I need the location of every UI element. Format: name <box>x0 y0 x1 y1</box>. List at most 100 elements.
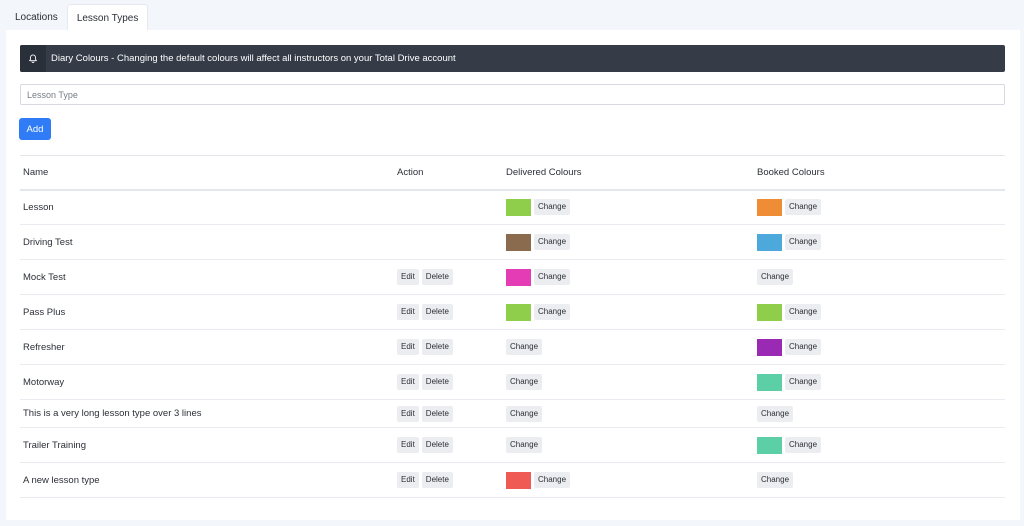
delivered-colour-cell-inner: Change <box>506 405 754 422</box>
action-cell <box>394 224 503 260</box>
delete-button[interactable]: Delete <box>421 269 453 285</box>
booked-colour-change-button[interactable]: Change <box>785 199 822 216</box>
action-cell: Edit Delete <box>394 399 503 428</box>
edit-button[interactable]: Edit <box>397 405 419 422</box>
lesson-type-name: Pass Plus <box>20 294 394 330</box>
booked-colour-cell: Change <box>754 462 1005 498</box>
delivered-colour-change-button[interactable]: Change <box>506 405 543 422</box>
action-buttons: Edit Delete <box>397 405 503 422</box>
table-row: Refresher Edit Delete Change Change <box>20 329 1005 365</box>
booked-colour-swatch[interactable] <box>757 198 782 216</box>
add-button[interactable]: Add <box>19 118 51 140</box>
booked-colour-cell: Change <box>754 259 1005 295</box>
booked-colour-change-button[interactable]: Change <box>757 269 794 285</box>
booked-colour-swatch[interactable] <box>757 436 782 454</box>
delete-button[interactable]: Delete <box>421 405 453 422</box>
edit-button[interactable]: Edit <box>397 472 419 488</box>
booked-colour-swatch[interactable] <box>757 303 782 321</box>
delivered-colour-change-button[interactable]: Change <box>534 472 571 488</box>
booked-colour-change-button[interactable]: Change <box>785 437 822 453</box>
delivered-colour-swatch[interactable] <box>506 303 531 321</box>
delivered-colour-swatch[interactable] <box>506 268 531 286</box>
action-buttons: Edit Delete <box>397 339 503 355</box>
delivered-colour-change-button[interactable]: Change <box>534 269 571 285</box>
table-header-row: Name Action Delivered Colours Booked Col… <box>20 155 1005 191</box>
booked-colour-cell: Change <box>754 294 1005 330</box>
lesson-types-table: Name Action Delivered Colours Booked Col… <box>20 155 1005 498</box>
booked-colour-change-button[interactable]: Change <box>785 234 822 250</box>
action-cell: Edit Delete <box>394 259 503 295</box>
lesson-type-name: Mock Test <box>20 259 394 295</box>
delete-button[interactable]: Delete <box>421 374 453 390</box>
tab-locations[interactable]: Locations <box>15 12 58 23</box>
delivered-colour-cell-inner: Change <box>506 437 754 453</box>
booked-colour-swatch[interactable] <box>757 233 782 251</box>
delivered-colour-change-button[interactable]: Change <box>534 234 571 250</box>
delivered-colour-swatch[interactable] <box>506 233 531 251</box>
booked-colour-cell: Change <box>754 224 1005 260</box>
booked-colour-cell-inner: Change <box>757 269 1005 285</box>
delivered-colour-change-button[interactable]: Change <box>506 437 543 453</box>
tab-lesson-types[interactable]: Lesson Types <box>66 4 149 30</box>
booked-colour-cell-inner: Change <box>757 472 1005 488</box>
table-row: This is a very long lesson type over 3 l… <box>20 399 1005 428</box>
bell-icon <box>29 54 37 63</box>
delivered-colour-change-button[interactable]: Change <box>506 374 543 390</box>
delivered-colour-swatch[interactable] <box>506 471 531 489</box>
action-cell: Edit Delete <box>394 294 503 330</box>
delete-button[interactable]: Delete <box>421 339 453 355</box>
table-row: Lesson Change Change <box>20 189 1005 225</box>
action-buttons: Edit Delete <box>397 304 503 320</box>
lesson-type-name: Motorway <box>20 364 394 400</box>
booked-colour-change-button[interactable]: Change <box>785 339 822 355</box>
delete-button[interactable]: Delete <box>421 304 453 320</box>
delivered-colour-change-button[interactable]: Change <box>534 199 571 216</box>
booked-colour-change-button[interactable]: Change <box>757 405 794 422</box>
action-cell <box>394 189 503 225</box>
booked-colour-cell-inner: Change <box>757 233 1005 251</box>
header-delivered-colours: Delivered Colours <box>503 155 754 191</box>
delivered-colour-swatch[interactable] <box>506 198 531 216</box>
booked-colour-cell: Change <box>754 364 1005 400</box>
edit-button[interactable]: Edit <box>397 304 419 320</box>
delivered-colour-cell: Change <box>503 462 754 498</box>
delete-button[interactable]: Delete <box>421 437 453 453</box>
table-row: Driving Test Change Change <box>20 224 1005 260</box>
booked-colour-cell-inner: Change <box>757 338 1005 356</box>
lesson-type-name: Trailer Training <box>20 427 394 463</box>
action-cell: Edit Delete <box>394 364 503 400</box>
lesson-type-name: This is a very long lesson type over 3 l… <box>20 399 394 428</box>
booked-colour-swatch[interactable] <box>757 338 782 356</box>
lesson-type-input[interactable] <box>20 84 1005 105</box>
booked-colour-swatch[interactable] <box>757 373 782 391</box>
delivered-colour-cell: Change <box>503 224 754 260</box>
action-cell: Edit Delete <box>394 329 503 365</box>
edit-button[interactable]: Edit <box>397 437 419 453</box>
edit-button[interactable]: Edit <box>397 339 419 355</box>
lesson-type-name: Driving Test <box>20 224 394 260</box>
action-buttons: Edit Delete <box>397 269 503 285</box>
booked-colour-cell-inner: Change <box>757 198 1005 216</box>
booked-colour-cell-inner: Change <box>757 405 1005 422</box>
booked-colour-change-button[interactable]: Change <box>757 472 794 488</box>
booked-colour-cell-inner: Change <box>757 436 1005 454</box>
header-action: Action <box>394 155 503 191</box>
table-row: Mock Test Edit Delete Change Change <box>20 259 1005 295</box>
edit-button[interactable]: Edit <box>397 374 419 390</box>
table-row: Motorway Edit Delete Change Change <box>20 364 1005 400</box>
delivered-colour-change-button[interactable]: Change <box>534 304 571 320</box>
booked-colour-change-button[interactable]: Change <box>785 374 822 390</box>
lesson-type-name: Refresher <box>20 329 394 365</box>
booked-colour-cell-inner: Change <box>757 373 1005 391</box>
delete-button[interactable]: Delete <box>421 472 453 488</box>
delivered-colour-cell-inner: Change <box>506 339 754 355</box>
delivered-colour-change-button[interactable]: Change <box>506 339 543 355</box>
alert-icon-box <box>20 45 46 72</box>
delivered-colour-cell-inner: Change <box>506 374 754 390</box>
delivered-colour-cell-inner: Change <box>506 198 754 216</box>
action-buttons: Edit Delete <box>397 472 503 488</box>
lesson-type-name: A new lesson type <box>20 462 394 498</box>
alert-text: Diary Colours - Changing the default col… <box>51 53 456 64</box>
edit-button[interactable]: Edit <box>397 269 419 285</box>
booked-colour-change-button[interactable]: Change <box>785 304 822 320</box>
